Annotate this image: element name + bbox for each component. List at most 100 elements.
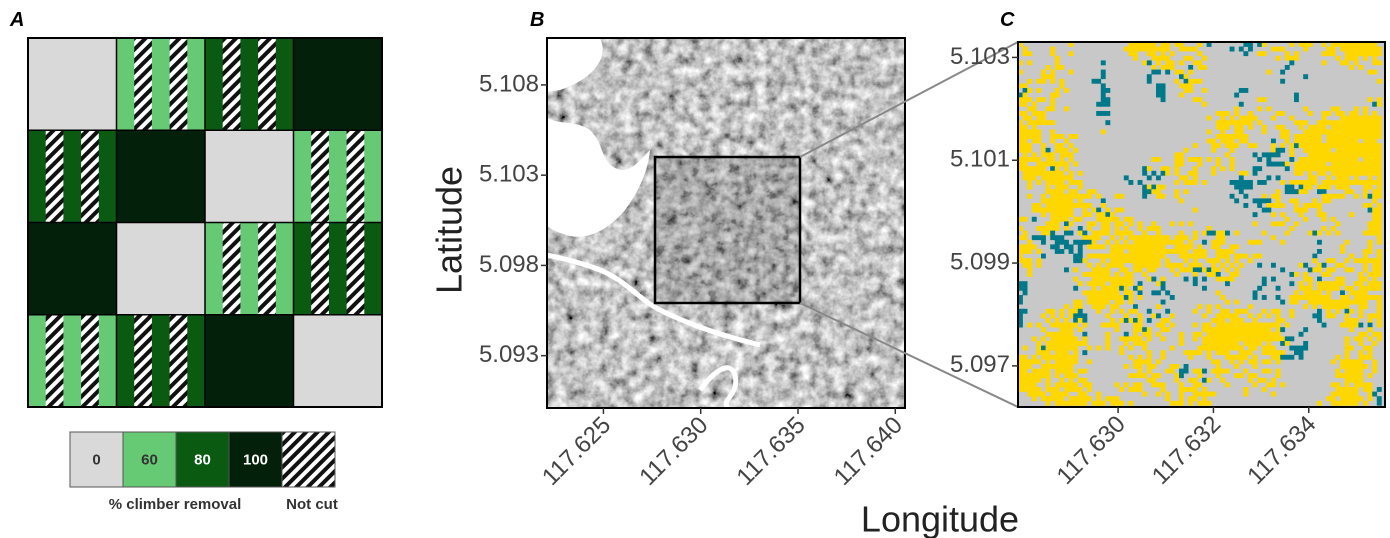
pixel — [1271, 212, 1276, 218]
pixel — [1054, 184, 1060, 190]
pixel — [1068, 221, 1074, 227]
pixel — [1307, 175, 1313, 181]
pixel — [1358, 258, 1364, 264]
pixel — [1215, 304, 1221, 310]
pixel — [1073, 134, 1079, 139]
pixel — [1128, 354, 1134, 360]
pixel — [1031, 106, 1037, 112]
pixel — [1059, 203, 1065, 208]
pixel — [1183, 175, 1189, 181]
pixel — [1220, 124, 1226, 130]
pixel — [1059, 391, 1065, 397]
pixel — [1160, 281, 1166, 287]
pixel — [1340, 129, 1345, 135]
pixel — [1243, 322, 1249, 328]
pixel — [1114, 290, 1120, 296]
pixel — [1372, 193, 1378, 199]
pixel — [1349, 152, 1355, 158]
pixel — [1197, 267, 1203, 273]
pixel — [1367, 221, 1373, 227]
pixel — [1340, 111, 1345, 116]
pixel — [1036, 235, 1042, 241]
pixel — [1215, 313, 1221, 319]
pixel — [1137, 249, 1143, 254]
pixel — [1298, 138, 1304, 144]
pixel — [1211, 138, 1217, 144]
pixel — [1275, 359, 1281, 365]
pixel — [1151, 69, 1157, 75]
pixel — [1340, 276, 1345, 282]
pixel — [1059, 382, 1065, 388]
pixel — [1179, 221, 1184, 227]
pixel — [1202, 341, 1207, 346]
pixel — [1077, 239, 1083, 245]
pixel — [1031, 138, 1037, 144]
pixel — [1174, 244, 1180, 250]
pixel — [1330, 124, 1336, 130]
pixel — [1330, 106, 1336, 112]
pixel — [1018, 129, 1023, 135]
pixel — [1096, 111, 1102, 116]
pixel — [1068, 354, 1074, 360]
pixel — [1197, 161, 1203, 167]
pixel — [1344, 396, 1350, 402]
pixel — [1206, 400, 1212, 406]
pixel — [1298, 285, 1304, 291]
pixel — [1252, 290, 1258, 296]
pixel — [1289, 345, 1295, 351]
pixel — [1321, 285, 1327, 291]
pixel — [1330, 138, 1336, 144]
pixel — [1041, 175, 1046, 181]
pixel — [1358, 322, 1364, 328]
pixel — [1156, 249, 1161, 254]
pixel — [1151, 55, 1157, 61]
pixel — [1289, 313, 1295, 319]
pixel — [1335, 368, 1341, 374]
pixel — [1289, 55, 1295, 61]
pixel — [1261, 331, 1267, 337]
pixel — [1211, 239, 1217, 245]
pixel — [1091, 267, 1097, 273]
pixel — [1321, 180, 1327, 185]
pixel — [1317, 189, 1322, 195]
x-tick-label: 117.635 — [732, 412, 811, 491]
pixel — [1174, 193, 1180, 199]
pixel — [1294, 198, 1299, 204]
pixel — [1123, 341, 1129, 346]
pixel — [1054, 203, 1060, 208]
pixel — [1234, 327, 1240, 333]
pixel — [1372, 60, 1378, 66]
pixel — [1206, 258, 1212, 264]
pixel — [1363, 115, 1368, 121]
pixel — [1271, 143, 1276, 149]
pixel — [1211, 230, 1217, 236]
pixel — [1372, 272, 1378, 277]
pixel — [1197, 331, 1203, 337]
pixel — [1303, 184, 1309, 190]
pixel — [1307, 267, 1313, 273]
pixel — [1059, 341, 1065, 346]
plot-cell — [205, 130, 294, 223]
pixel — [1215, 258, 1221, 264]
pixel — [1059, 170, 1065, 176]
pixel — [1358, 285, 1364, 291]
pixel — [1317, 239, 1322, 245]
pixel — [1349, 189, 1355, 195]
pixel — [1353, 138, 1359, 144]
pixel — [1114, 193, 1120, 199]
pixel — [1372, 157, 1378, 162]
pixel — [1160, 46, 1166, 52]
pixel — [1133, 51, 1138, 57]
pixel — [1169, 221, 1175, 227]
pixel — [1294, 138, 1299, 144]
pixel — [1280, 203, 1286, 208]
pixel — [1022, 83, 1028, 89]
pixel — [1271, 377, 1276, 383]
pixel — [1330, 161, 1336, 167]
pixel — [1340, 295, 1345, 300]
pixel — [1036, 161, 1042, 167]
pixel — [1326, 308, 1332, 314]
pixel — [1353, 377, 1359, 383]
pixel — [1330, 396, 1336, 402]
pixel — [1073, 354, 1079, 360]
